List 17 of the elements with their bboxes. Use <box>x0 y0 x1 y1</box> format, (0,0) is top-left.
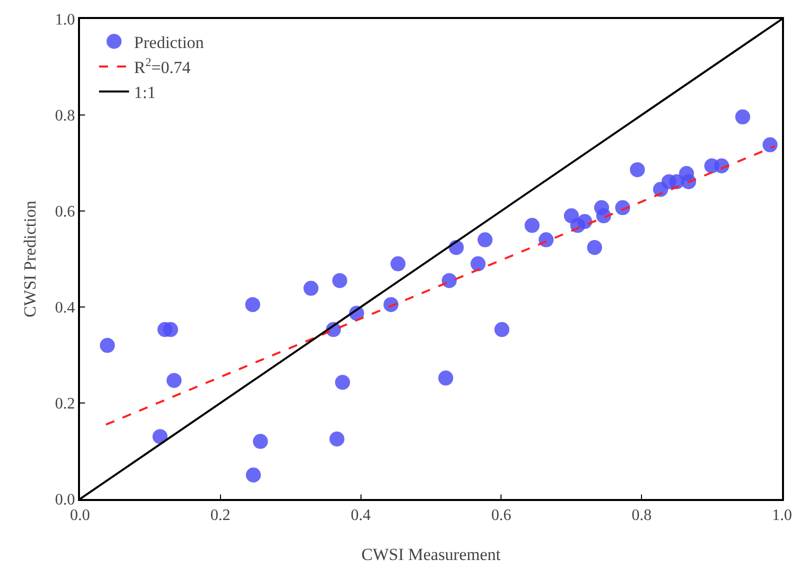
x-tick-label: 0.4 <box>350 506 371 524</box>
x-tick-label: 1.0 <box>772 506 792 524</box>
legend-label: 1:1 <box>134 83 156 102</box>
legend-label: R$^{2}$=0.74 <box>134 54 192 78</box>
y-tick-label: 0.2 <box>55 396 76 413</box>
x-tick-label: 0.2 <box>210 506 230 524</box>
x-tick-label: 0.8 <box>632 506 652 524</box>
y-tick-label: 0.8 <box>55 108 76 125</box>
y-tick-label: 1.0 <box>55 12 76 29</box>
x-tick-label: 0.0 <box>70 506 90 524</box>
x-axis-title: CWSI Measurement <box>361 545 501 564</box>
y-tick-label: 0.4 <box>55 300 76 317</box>
y-tick-label: 0.6 <box>55 204 76 221</box>
y-tick-label: 0.0 <box>55 492 76 509</box>
legend-label: Prediction <box>134 32 204 52</box>
y-axis-title: CWSI Prediction <box>20 200 40 318</box>
x-tick-label: 0.6 <box>491 506 512 524</box>
